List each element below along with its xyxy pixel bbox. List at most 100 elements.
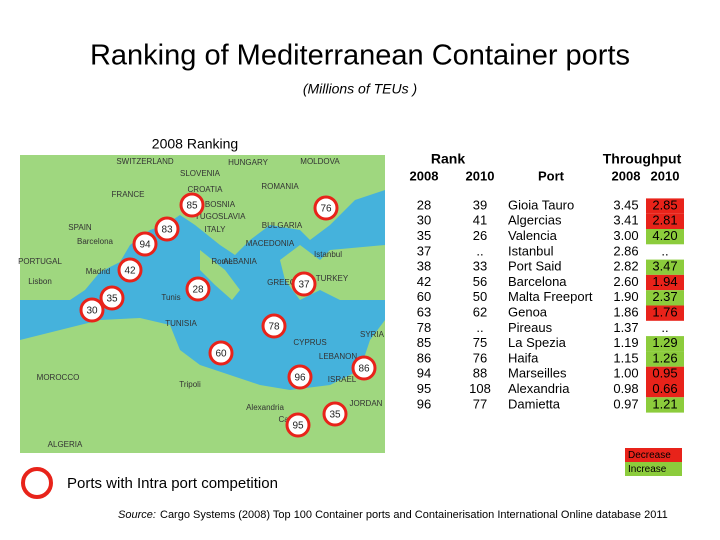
port-rank: 96 <box>294 373 306 384</box>
table-cell: 108 <box>469 381 491 396</box>
table-cell: 1.00 <box>613 366 638 381</box>
throughput-cell <box>646 274 684 291</box>
table-cell: Malta Freeport <box>508 289 593 304</box>
map: SWITZERLAND HUNGARY MOLDOVA SLOVENIA FRANCE C… <box>18 155 385 453</box>
port-rank: 30 <box>86 306 98 317</box>
map-label: CYPRUS <box>293 338 326 347</box>
port-rank: 94 <box>139 240 151 251</box>
table-cell: Damietta <box>508 396 561 411</box>
table-cell: 1.37 <box>613 320 638 335</box>
slide-subtitle: (Millions of TEUs ) <box>303 81 417 97</box>
table-cell: 63 <box>417 305 431 320</box>
port-marker <box>185 276 211 302</box>
table-cell: 1.15 <box>613 350 638 365</box>
map-label: Tunis <box>161 293 180 302</box>
port-rank: 86 <box>358 364 370 375</box>
table-cell: 2.60 <box>613 274 638 289</box>
throughput-cell <box>646 351 684 367</box>
map-label: ALBANIA <box>223 257 257 266</box>
map-label: FRANCE <box>112 190 145 199</box>
map-label: BULGARIA <box>262 221 303 230</box>
table-cell: 39 <box>473 197 487 212</box>
port-marker <box>79 297 105 323</box>
table-cell: 26 <box>473 228 487 243</box>
table-cell: 33 <box>473 259 487 274</box>
table-cell: 2.82 <box>613 259 638 274</box>
port-rank: 35 <box>329 410 341 421</box>
map-label: SWITZERLAND <box>116 157 174 166</box>
table-cell: 3.00 <box>613 228 638 243</box>
table-cell: 3.47 <box>652 259 677 274</box>
throughput-cell <box>646 290 684 306</box>
table-cell: 1.29 <box>652 335 677 350</box>
table-cell: 85 <box>417 335 431 350</box>
table-cell: 0.66 <box>652 381 677 396</box>
table-cell: 2.37 <box>652 289 677 304</box>
table-cell: 76 <box>473 350 487 365</box>
land-north <box>20 155 385 300</box>
table-cell: 1.90 <box>613 289 638 304</box>
throughput-cell <box>646 213 684 229</box>
throughput-cell <box>646 229 684 245</box>
throughput-cell <box>646 336 684 352</box>
throughput-cell <box>646 397 684 413</box>
table-cell: Algercias <box>508 213 562 228</box>
port-marker <box>117 257 143 283</box>
map-label: Barcelona <box>77 237 114 246</box>
map-label: ALGERIA <box>48 440 83 449</box>
table-cell: Pireaus <box>508 320 553 335</box>
map-label: Rome <box>211 257 233 266</box>
table-cell: 77 <box>473 396 487 411</box>
port-marker <box>322 401 348 427</box>
table-cell: 1.94 <box>652 274 677 289</box>
column-header: Port <box>538 168 565 183</box>
map-label: Alexandria <box>246 403 284 412</box>
column-header: 2008 <box>612 168 641 183</box>
map-label: PORTUGAL <box>18 257 62 266</box>
table-cell: 88 <box>473 366 487 381</box>
table-cell: 62 <box>473 305 487 320</box>
table-cell: 0.97 <box>613 396 638 411</box>
table-cell: Barcelona <box>508 274 567 289</box>
table-cell: .. <box>476 243 483 258</box>
map-label: SPAIN <box>68 223 92 232</box>
legend-label: Decrease <box>628 450 671 461</box>
map-label: Istanbul <box>314 250 342 259</box>
table-cell: 86 <box>417 350 431 365</box>
table-cell: 30 <box>417 213 431 228</box>
table-cell: 1.26 <box>652 350 677 365</box>
map-label: BOSNIA <box>205 200 236 209</box>
table-cell: .. <box>661 243 668 258</box>
table-cell: Valencia <box>508 228 558 243</box>
port-marker <box>291 271 317 297</box>
source-text: Cargo Systems (2008) Top 100 Container p… <box>160 509 668 521</box>
table-cell: 50 <box>473 289 487 304</box>
table-cell: 95 <box>417 381 431 396</box>
map-label: Tripoli <box>179 380 201 389</box>
table-cell: 94 <box>417 366 431 381</box>
map-label: Madrid <box>86 267 110 276</box>
map-label: TURKEY <box>316 274 349 283</box>
rank-header: Rank <box>431 151 465 167</box>
throughput-cell <box>646 198 684 214</box>
table-cell: 56 <box>473 274 487 289</box>
table-cell: 1.76 <box>652 305 677 320</box>
map-label: MACEDONIA <box>246 239 295 248</box>
port-marker <box>99 285 125 311</box>
table-cell: Genoa <box>508 305 548 320</box>
map-label: YUGOSLAVIA <box>195 212 247 221</box>
table-cell: .. <box>661 320 668 335</box>
legend-label: Increase <box>628 464 667 475</box>
map-label: ROMANIA <box>261 182 299 191</box>
port-rank: 60 <box>215 349 227 360</box>
map-label: LEBANON <box>319 352 357 361</box>
table-cell: 3.45 <box>613 197 638 212</box>
table-cell: 1.86 <box>613 305 638 320</box>
table-cell: 78 <box>417 320 431 335</box>
throughput-cell <box>646 305 684 321</box>
port-rank: 35 <box>106 294 118 305</box>
table-cell: Port Said <box>508 259 561 274</box>
table-cell: 0.98 <box>613 381 638 396</box>
table-cell: 2.86 <box>613 243 638 258</box>
throughput-cell <box>646 382 684 398</box>
